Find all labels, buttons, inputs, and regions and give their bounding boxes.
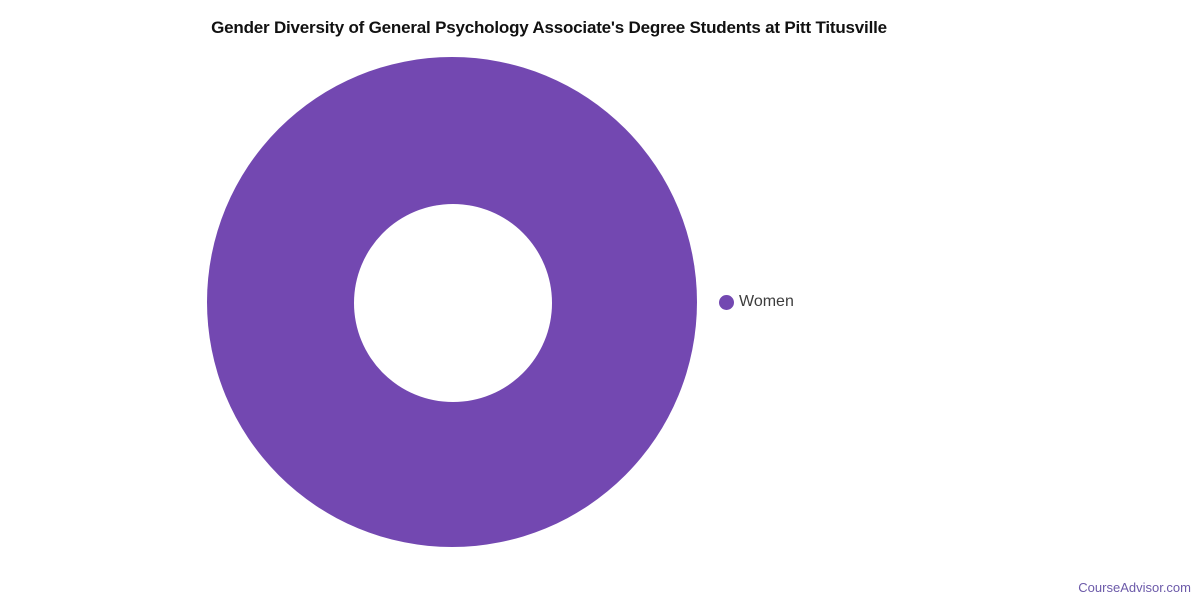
legend: Women — [719, 294, 794, 310]
legend-dot-women — [719, 294, 734, 310]
donut-chart — [207, 57, 697, 547]
legend-label: Women — [739, 293, 794, 310]
legend-item-women[interactable]: Women — [719, 294, 794, 310]
legend-marker-icon — [719, 294, 734, 310]
donut-hole — [354, 204, 552, 402]
chart-title: Gender Diversity of General Psychology A… — [211, 18, 887, 37]
watermark-link[interactable]: CourseAdvisor.com — [1078, 580, 1191, 595]
